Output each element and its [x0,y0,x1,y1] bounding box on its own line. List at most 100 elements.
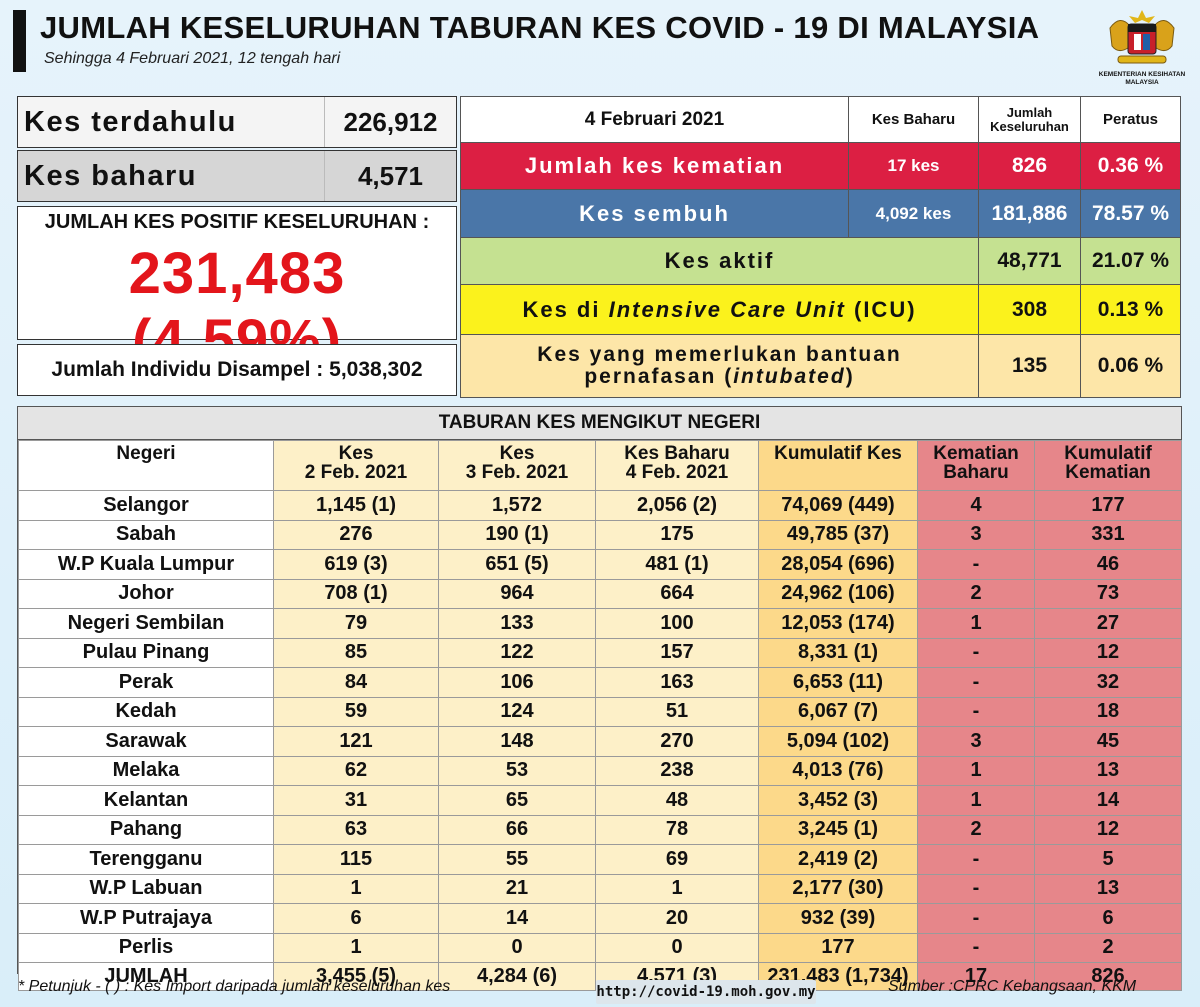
recovered-new: 4,092 kes [848,189,979,238]
cell-new-cases-4feb: 175 [595,519,759,550]
cell-cumulative-deaths: 6 [1034,903,1182,934]
cell-cases-3feb: 651 (5) [438,549,596,580]
coat-of-arms-icon [1109,10,1175,64]
total-cumulative-deaths: 826 [1034,962,1182,991]
icu-label-italic: Intensive Care Unit [608,296,846,322]
cell-cases-3feb: 65 [438,785,596,816]
cell-new-cases-4feb: 163 [595,667,759,698]
summary-row-recovered: Kes sembuh 4,092 kes 181,886 78.57 % [460,189,1181,238]
cell-new-cases-4feb: 20 [595,903,759,934]
cell-cases-3feb: 122 [438,637,596,668]
cell-cumulative-cases: 177 [758,932,918,963]
previous-cases-label: Kes terdahulu [24,105,237,138]
cell-cumulative-cases: 28,054 (696) [758,549,918,580]
summary-col-total-line1: Jumlah [1006,104,1053,120]
summary-table: 4 Februari 2021 Kes Baharu Jumlah Keselu… [460,95,1181,398]
cell-new-deaths: 3 [917,726,1035,757]
summary-row-intubated: Kes yang memerlukan bantuan pernafasan (… [460,334,1181,398]
cell-state: Terengganu [18,844,274,875]
cell-new-cases-4feb: 0 [595,932,759,963]
summary-col-total-line2: Keseluruhan [990,118,1069,134]
total-new-deaths: 17 [917,962,1035,991]
cell-cases-3feb: 14 [438,903,596,934]
cell-state: Pulau Pinang [18,637,274,668]
cell-cumulative-cases: 932 (39) [758,903,918,934]
cell-new-deaths: - [917,873,1035,904]
cell-state: Perak [18,667,274,698]
cell-new-cases-4feb: 51 [595,696,759,727]
table-row: Kelantan 31 65 48 3,452 (3) 1 14 [18,785,1182,816]
source-note: Sumber :CPRC Kebangsaan, KKM [888,978,1137,995]
table-row: W.P Putrajaya 6 14 20 932 (39) -6 [18,903,1182,934]
cell-new-cases-4feb: 100 [595,608,759,639]
cell-new-cases-4feb: 481 (1) [595,549,759,580]
header-cases-2feb-line2: 2 Feb. 2021 [304,462,408,483]
cell-cumulative-cases: 6,653 (11) [758,667,918,698]
table-row: Johor 708 (1) 964 664 24,962 (106) 2 73 [18,578,1182,609]
state-table-title: TABURAN KES MENGIKUT NEGERI [18,407,1181,440]
cell-new-deaths: 1 [917,755,1035,786]
active-label: Kes aktif [460,236,979,285]
header-cumulative-cases-line1: Kumulatif Kes [774,443,902,464]
cell-cases-3feb: 133 [438,608,596,639]
cell-cumulative-deaths: 331 [1034,519,1182,550]
cell-cases-2feb: 59 [273,696,439,727]
cell-new-deaths: - [917,667,1035,698]
cell-cumulative-cases: 2,419 (2) [758,844,918,875]
summary-row-icu: Kes di Intensive Care Unit (ICU) 308 0.1… [460,283,1181,336]
table-row: W.P Labuan 1 21 1 2,177 (30) -13 [18,873,1182,904]
cell-cumulative-cases: 3,245 (1) [758,814,918,845]
summary-header-row: 4 Februari 2021 Kes Baharu Jumlah Keselu… [460,95,1181,144]
cell-cumulative-cases: 3,452 (3) [758,785,918,816]
cell-state: W.P Putrajaya [18,903,274,934]
cell-cumulative-deaths: 73 [1034,578,1182,609]
table-row: Kedah 59 124 51 6,067 (7) -18 [18,696,1182,727]
table-row: Pahang 63 66 78 3,245 (1) 2 12 [18,814,1182,845]
header-new-deaths-line1: Kematian [933,443,1019,464]
cell-cumulative-cases: 74,069 (449) [758,490,918,521]
cell-cases-2feb: 6 [273,903,439,934]
cell-cumulative-cases: 8,331 (1) [758,637,918,668]
summary-col-new: Kes Baharu [848,95,979,144]
cell-cumulative-cases: 5,094 (102) [758,726,918,757]
state-table: Negeri Kes 2 Feb. 2021 Kes 3 Feb. 2021 Kes Ba… [18,440,1182,991]
deaths-percent: 0.36 % [1080,142,1181,191]
table-row: Perlis 1 0 0 177-2 [18,932,1182,963]
header-new-cases-4feb: Kes Baharu 4 Feb. 2021 [595,440,759,491]
cell-cases-2feb: 85 [273,637,439,668]
cell-cumulative-cases: 2,177 (30) [758,873,918,904]
cell-new-deaths: - [917,637,1035,668]
cell-cases-2feb: 121 [273,726,439,757]
cell-cases-2feb: 62 [273,755,439,786]
cell-state: Selangor [18,490,274,521]
icu-total: 308 [978,283,1081,336]
cell-new-deaths: - [917,932,1035,963]
summary-row-deaths: Jumlah kes kematian 17 kes 826 0.36 % [460,142,1181,191]
cell-cumulative-deaths: 14 [1034,785,1182,816]
cell-cases-3feb: 148 [438,726,596,757]
total-positive-label: JUMLAH KES POSITIF KESELURUHAN : [44,211,430,233]
cell-new-deaths: 1 [917,785,1035,816]
table-row: Sarawak 121 148 270 5,094 (102) 3 45 [18,726,1182,757]
recovered-percent: 78.57 % [1080,189,1181,238]
summary-col-total: Jumlah Keseluruhan [978,95,1081,144]
header-state-line1: Negeri [116,443,176,464]
active-percent: 21.07 % [1080,236,1181,285]
active-total: 48,771 [978,236,1081,285]
cell-new-cases-4feb: 664 [595,578,759,609]
cell-cases-2feb: 79 [273,608,439,639]
cell-cases-3feb: 124 [438,696,596,727]
cell-cases-2feb: 276 [273,519,439,550]
table-row: Pulau Pinang 85 122 157 8,331 (1) -12 [18,637,1182,668]
summary-date: 4 Februari 2021 [460,95,849,144]
cell-cases-3feb: 55 [438,844,596,875]
header-cases-2feb: Kes 2 Feb. 2021 [273,440,439,491]
new-cases-box: Kes baharu 4,571 [17,150,457,202]
cell-cumulative-deaths: 27 [1034,608,1182,639]
cell-new-cases-4feb: 78 [595,814,759,845]
page-subtitle: Sehingga 4 Februari 2021, 12 tengah hari [44,50,341,67]
cell-state: Perlis [18,932,274,963]
cell-new-cases-4feb: 157 [595,637,759,668]
cell-cumulative-cases: 49,785 (37) [758,519,918,550]
table-row: Negeri Sembilan 79 133 100 12,053 (174) 1 27 [18,608,1182,639]
